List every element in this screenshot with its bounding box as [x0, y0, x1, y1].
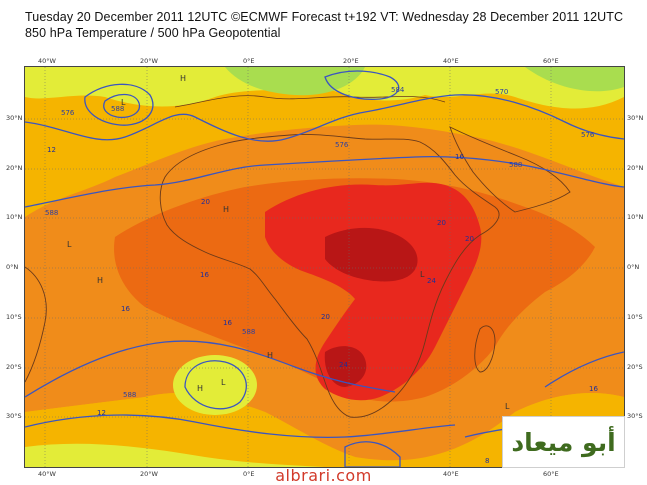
- lat-tick-left: 10°S: [6, 313, 22, 321]
- contour-line: [544, 351, 624, 388]
- temp-label: 16: [200, 271, 209, 279]
- band-extreme: [324, 346, 367, 387]
- lon-tick-bottom: 20°W: [140, 470, 158, 478]
- lat-tick-right: 0°N: [627, 263, 640, 271]
- pressure-mark: H: [223, 205, 229, 214]
- pressure-mark: L: [221, 378, 226, 387]
- band-cool-south: [25, 443, 325, 467]
- lon-tick-top: 0°E: [243, 57, 255, 65]
- band-cold: [525, 67, 624, 92]
- contour-line: [25, 156, 624, 208]
- lat-tick-left: 0°N: [6, 263, 19, 271]
- lon-tick-bottom: 40°E: [443, 470, 459, 478]
- lat-tick-left: 30°N: [6, 114, 23, 122]
- lat-tick-right: 20°N: [627, 164, 644, 172]
- pressure-centres: H H H L L L H H L L: [67, 74, 510, 411]
- lat-tick-right: 10°N: [627, 213, 644, 221]
- pressure-mark: L: [420, 270, 425, 279]
- temp-label: 16: [589, 385, 598, 393]
- weather-map: 576 588 584 570 588 576 588 588 588 576 …: [24, 66, 625, 468]
- forecast-subtitle: 850 hPa Temperature / 500 hPa Geopotenti…: [25, 26, 281, 40]
- temperature-labels: 12 16 20 20 24 20 16 16 16 20 24 12 16 8: [47, 146, 598, 465]
- geopotential-labels: 576 588 584 570 588 576 588 588 588 576: [45, 86, 595, 399]
- geopotential-contours: [25, 70, 624, 467]
- temp-label: 16: [455, 153, 464, 161]
- africa-coastline: [159, 134, 500, 418]
- contour-line: [344, 441, 401, 467]
- lat-tick-left: 10°N: [6, 213, 23, 221]
- geo-label: 588: [123, 391, 136, 399]
- lon-tick-top: 20°E: [343, 57, 359, 65]
- south-america-coastline: [25, 266, 47, 383]
- band-cold: [25, 67, 624, 109]
- lat-tick-left: 20°N: [6, 164, 23, 172]
- temp-label: 24: [427, 277, 436, 285]
- geo-label: 588: [509, 161, 522, 169]
- temp-label: 24: [339, 361, 348, 369]
- lon-tick-bottom: 40°W: [38, 470, 56, 478]
- geo-label: 588: [111, 105, 124, 113]
- contour-line: [25, 340, 396, 398]
- pressure-mark: L: [121, 98, 126, 107]
- lat-tick-left: 30°S: [6, 412, 22, 420]
- lat-tick-right: 30°N: [627, 114, 644, 122]
- lat-tick-right: 30°S: [627, 412, 643, 420]
- lon-tick-top: 60°E: [543, 57, 559, 65]
- watermark-site: albrari.com: [275, 466, 372, 485]
- temp-label: 20: [201, 198, 210, 206]
- temp-label: 12: [97, 409, 106, 417]
- contour-line: [25, 414, 456, 438]
- contour-line: [184, 360, 247, 410]
- band-very-hot: [265, 182, 482, 401]
- geo-label: 576: [335, 141, 349, 149]
- contour-line: [324, 70, 400, 100]
- temp-label: 20: [437, 219, 446, 227]
- forecast-title: Tuesday 20 December 2011 12UTC ©ECMWF Fo…: [25, 10, 624, 24]
- contour-line: [25, 94, 624, 142]
- channel-logo: أبو ميعاد: [502, 416, 625, 468]
- temp-label: 16: [223, 319, 232, 327]
- temp-label: 12: [47, 146, 56, 154]
- arabia-coastline: [449, 126, 571, 213]
- temp-label: 8: [485, 457, 489, 465]
- band-cold: [225, 67, 365, 96]
- lat-tick-left: 20°S: [6, 363, 22, 371]
- temp-label: 20: [321, 313, 330, 321]
- geo-label: 576: [61, 109, 75, 117]
- pressure-mark: H: [197, 384, 203, 393]
- geo-label: 584: [391, 86, 405, 94]
- lon-tick-top: 40°W: [38, 57, 56, 65]
- geo-label: 588: [242, 328, 255, 336]
- lat-tick-right: 10°S: [627, 313, 643, 321]
- lat-tick-right: 20°S: [627, 363, 643, 371]
- lon-tick-bottom: 60°E: [543, 470, 559, 478]
- contour-line: [84, 83, 154, 126]
- geo-label: 576: [581, 131, 595, 139]
- lon-tick-top: 40°E: [443, 57, 459, 65]
- temp-label: 16: [121, 305, 130, 313]
- temp-label: 20: [465, 235, 474, 243]
- pressure-mark: H: [267, 351, 273, 360]
- geo-label: 588: [45, 209, 58, 217]
- graticule: [25, 67, 624, 467]
- contour-line: [103, 93, 141, 119]
- pressure-mark: L: [505, 402, 510, 411]
- madagascar-coastline: [474, 325, 496, 373]
- lon-tick-bottom: 0°E: [243, 470, 255, 478]
- pressure-mark: L: [67, 240, 72, 249]
- logo-text: أبو ميعاد: [511, 427, 616, 457]
- lon-tick-top: 20°W: [140, 57, 158, 65]
- pressure-mark: H: [180, 74, 186, 83]
- europe-coastline: [174, 95, 446, 108]
- geo-label: 570: [495, 88, 508, 96]
- pressure-mark: H: [97, 276, 103, 285]
